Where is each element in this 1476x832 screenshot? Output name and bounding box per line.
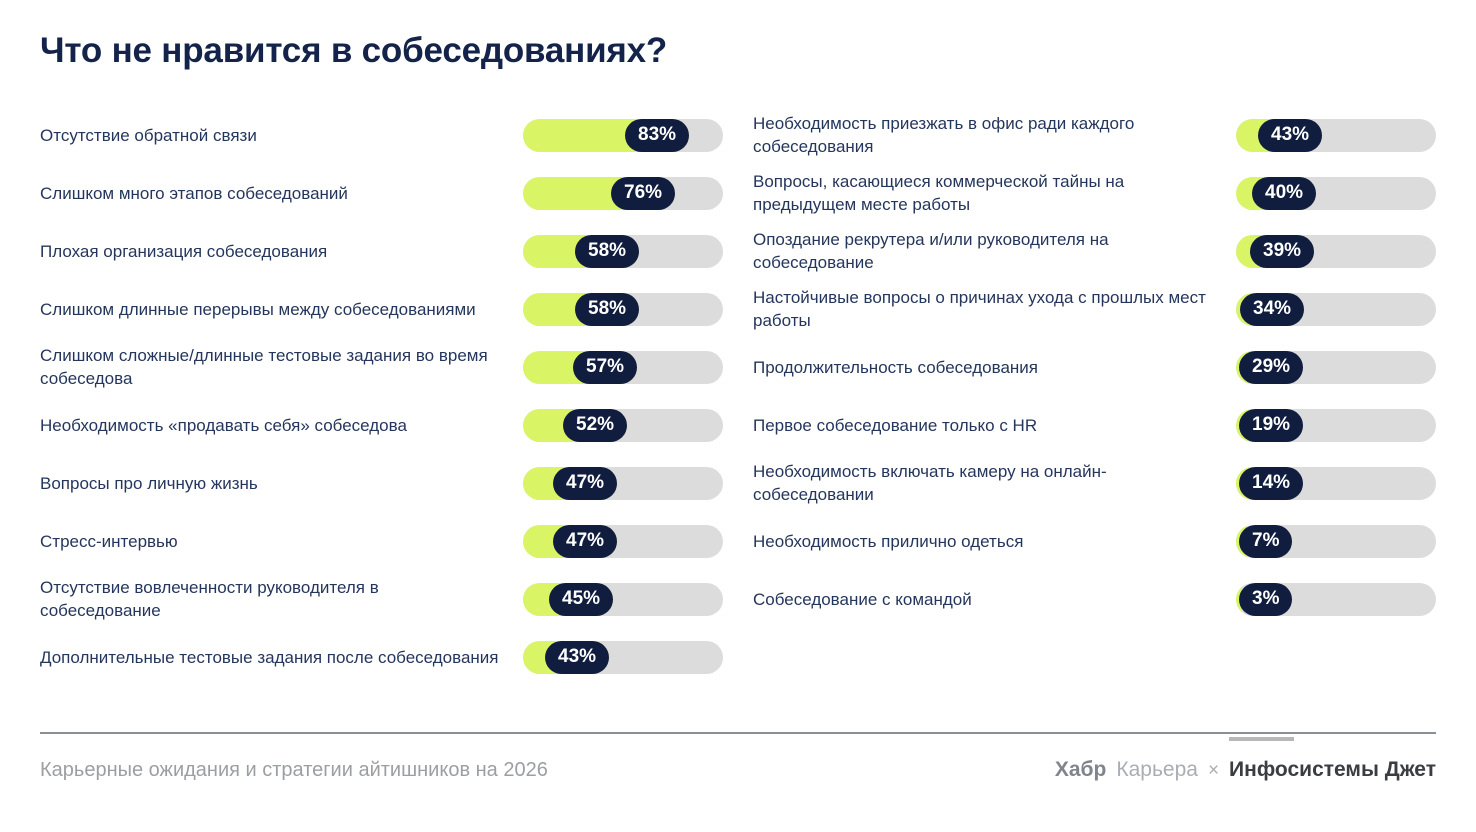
bar-track: 83%	[523, 118, 723, 152]
bar-value-badge: 43%	[545, 640, 610, 674]
bar-label: Необходимость включать камеру на онлайн-…	[753, 462, 1107, 504]
bar-label: Собеседование с командой	[753, 589, 972, 609]
chart-row: Слишком длинные перерывы между собеседов…	[40, 280, 723, 338]
bar-column-right: Необходимость приезжать в офис ради кажд…	[753, 106, 1436, 628]
bar-value-badge: 45%	[549, 582, 614, 616]
bar-track: 7%	[1236, 524, 1436, 558]
bar-label: Слишком длинные перерывы между собеседов…	[40, 299, 476, 319]
source-caption: Карьерные ожидания и стратегии айтишнико…	[40, 758, 548, 781]
brand-logos: Хабр Карьера × Инфосистемы Джет	[1054, 737, 1436, 782]
chart-row: Первое собеседование только с HR 19%	[753, 396, 1436, 454]
bar-track: 43%	[523, 640, 723, 674]
bar-label: Стресс-интервью	[40, 531, 178, 551]
bar-value-badge: 83%	[625, 118, 690, 152]
bar-track: 19%	[1236, 408, 1436, 442]
bar-label: Опоздание рекрутера и/или руководителя н…	[753, 230, 1109, 272]
bar-label: Отсутствие вовлеченности руководителя в …	[40, 578, 379, 620]
bar-column-left: Отсутствие обратной связи 83% Слишком мног…	[40, 106, 723, 686]
bar-label: Первое собеседование только с HR	[753, 415, 1038, 435]
bar-label: Дополнительные тестовые задания после со…	[40, 647, 499, 667]
bar-track: 45%	[523, 582, 723, 616]
chart-row: Продолжительность собеседования 29%	[753, 338, 1436, 396]
bar-track: 47%	[523, 524, 723, 558]
page-title: Что не нравится в собеседованиях?	[40, 31, 668, 70]
chart-row: Опоздание рекрутера и/или руководителя н…	[753, 222, 1436, 280]
bar-value-badge: 58%	[575, 234, 640, 268]
chart-row: Необходимость включать камеру на онлайн-…	[753, 454, 1436, 512]
bar-value-badge: 43%	[1258, 118, 1323, 152]
bar-chart: Отсутствие обратной связи 83% Слишком мног…	[40, 106, 1436, 686]
bar-label: Настойчивые вопросы о причинах ухода с п…	[753, 288, 1206, 330]
bar-track: 47%	[523, 466, 723, 500]
habr-logo-light: Карьера	[1116, 758, 1198, 781]
bar-value-badge: 52%	[563, 408, 628, 442]
brand-separator: ×	[1207, 760, 1220, 781]
bar-label: Вопросы про личную жизнь	[40, 473, 258, 493]
chart-row: Необходимость «продавать себя» собеседов…	[40, 396, 723, 454]
bar-value-badge: 47%	[553, 466, 618, 500]
bar-track: 58%	[523, 292, 723, 326]
habr-logo-bold: Хабр	[1054, 758, 1107, 781]
bar-label: Слишком много этапов собеседований	[40, 183, 348, 203]
chart-row: Отсутствие обратной связи 83%	[40, 106, 723, 164]
bar-track: 57%	[523, 350, 723, 384]
bar-label: Вопросы, касающиеся коммерческой тайны н…	[753, 172, 1125, 214]
jet-logo-text: Инфосистемы Джет	[1229, 758, 1436, 781]
bar-value-badge: 40%	[1252, 176, 1317, 210]
chart-row: Вопросы, касающиеся коммерческой тайны н…	[753, 164, 1436, 222]
bar-value-badge: 58%	[575, 292, 640, 326]
bar-value-badge: 29%	[1239, 350, 1304, 384]
footer: Карьерные ожидания и стратегии айтишнико…	[40, 737, 1436, 782]
footer-divider	[40, 732, 1436, 734]
bar-track: 3%	[1236, 582, 1436, 616]
bar-value-badge: 14%	[1239, 466, 1304, 500]
jet-logo: Инфосистемы Джет	[1229, 737, 1436, 782]
bar-track: 34%	[1236, 292, 1436, 326]
bar-track: 52%	[523, 408, 723, 442]
bar-value-badge: 76%	[611, 176, 676, 210]
bar-track: 14%	[1236, 466, 1436, 500]
bar-value-badge: 39%	[1250, 234, 1315, 268]
bar-value-badge: 34%	[1240, 292, 1305, 326]
chart-row: Слишком сложные/длинные тестовые задания…	[40, 338, 723, 396]
chart-row: Настойчивые вопросы о причинах ухода с п…	[753, 280, 1436, 338]
bar-label: Отсутствие обратной связи	[40, 125, 257, 145]
chart-row: Отсутствие вовлеченности руководителя в …	[40, 570, 723, 628]
bar-track: 43%	[1236, 118, 1436, 152]
bar-value-badge: 19%	[1239, 408, 1304, 442]
bar-label: Необходимость прилично одеться	[753, 531, 1024, 551]
bar-label: Продолжительность собеседования	[753, 357, 1038, 377]
chart-row: Стресс-интервью 47%	[40, 512, 723, 570]
bar-value-badge: 7%	[1239, 524, 1293, 558]
jet-logo-line-icon	[1229, 737, 1295, 741]
chart-row: Необходимость прилично одеться 7%	[753, 512, 1436, 570]
chart-row: Слишком много этапов собеседований 76%	[40, 164, 723, 222]
bar-label: Плохая организация собеседования	[40, 241, 328, 261]
bar-value-badge: 57%	[573, 350, 638, 384]
bar-track: 58%	[523, 234, 723, 268]
bar-value-badge: 47%	[553, 524, 618, 558]
bar-label: Необходимость «продавать себя» собеседов…	[40, 415, 407, 435]
bar-track: 29%	[1236, 350, 1436, 384]
bar-track: 76%	[523, 176, 723, 210]
chart-row: Необходимость приезжать в офис ради кажд…	[753, 106, 1436, 164]
bar-track: 39%	[1236, 234, 1436, 268]
bar-label: Слишком сложные/длинные тестовые задания…	[40, 346, 488, 388]
chart-row: Плохая организация собеседования 58%	[40, 222, 723, 280]
bar-label: Необходимость приезжать в офис ради кажд…	[753, 114, 1135, 156]
bar-value-badge: 3%	[1239, 582, 1293, 616]
chart-row: Собеседование с командой 3%	[753, 570, 1436, 628]
chart-row: Вопросы про личную жизнь 47%	[40, 454, 723, 512]
chart-row: Дополнительные тестовые задания после со…	[40, 628, 723, 686]
bar-track: 40%	[1236, 176, 1436, 210]
